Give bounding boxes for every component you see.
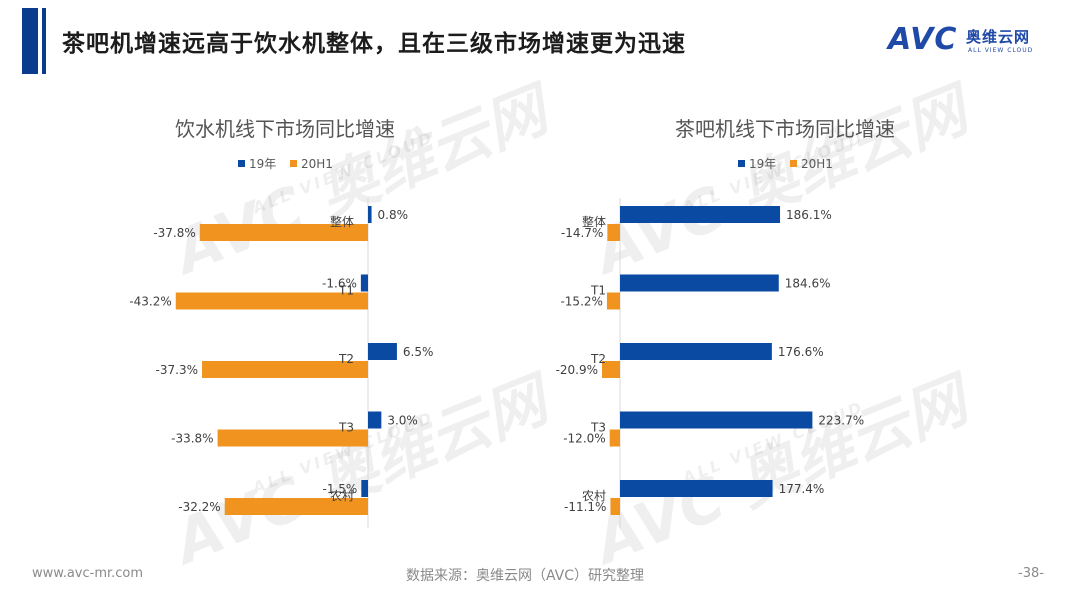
data-label: 0.8% (378, 208, 409, 222)
bar (620, 343, 772, 360)
title-accent-bar-thin (42, 8, 46, 74)
logo-mark: AVC (888, 22, 958, 57)
data-label: -37.3% (156, 363, 198, 377)
bar (606, 292, 620, 310)
bar (360, 274, 368, 292)
data-label: 184.6% (785, 277, 831, 291)
data-label: -14.7% (561, 226, 603, 240)
chart-water-dispenser: 饮水机线下市场同比增速 19年 20H1 0.8% -37.8% 整体 -1.6% -43.2… (40, 106, 560, 546)
data-label: -1.6% (322, 277, 357, 291)
category-label: 农村 (582, 489, 606, 503)
bar (361, 480, 368, 497)
logo-name-en: ALL VIEW CLOUD (968, 47, 1034, 54)
category-label: T2 (338, 352, 354, 366)
data-label: -12.0% (563, 432, 605, 446)
title-accent-bar (22, 8, 38, 74)
data-label: 186.1% (786, 208, 832, 222)
bar (368, 411, 382, 429)
chart-svg: 茶吧机线下市场同比增速 19年 20H1 186.1% -14.7%整体 184.6% -1… (556, 117, 895, 529)
data-label: -33.8% (171, 432, 213, 446)
bar (199, 224, 368, 241)
bar (175, 292, 368, 310)
bar (368, 343, 397, 360)
category-label: 整体 (582, 214, 606, 229)
bar (202, 361, 368, 378)
category-label: T2 (590, 352, 606, 366)
category-label: T1 (338, 284, 354, 298)
bar (620, 274, 779, 292)
bar (602, 361, 620, 378)
data-label: 176.6% (778, 345, 824, 359)
bar (607, 224, 620, 241)
legend-label: 20H1 (801, 157, 833, 171)
data-label: -32.2% (178, 500, 220, 514)
logo-name-cn: 奥维云网 (966, 28, 1031, 46)
chart-svg: 饮水机线下市场同比增速 19年 20H1 0.8% -37.8% 整体 -1.6% -43.2… (129, 117, 434, 529)
data-label: 3.0% (387, 414, 418, 428)
legend-label: 20H1 (301, 157, 333, 171)
data-label: -43.2% (129, 295, 171, 309)
data-label: -1.5% (322, 482, 357, 496)
chart-title: 饮水机线下市场同比增速 (175, 117, 395, 141)
legend-swatch (238, 160, 245, 167)
legend-label: 19年 (249, 157, 276, 171)
data-label: 6.5% (403, 345, 434, 359)
footer-page-number: -38- (1018, 566, 1044, 581)
page-title: 茶吧机增速远高于饮水机整体，且在三级市场增速更为迅速 (62, 31, 686, 57)
category-label: T3 (338, 421, 354, 435)
bar (620, 411, 813, 429)
chart-title: 茶吧机线下市场同比增速 (675, 117, 895, 141)
bar (609, 429, 620, 447)
bar (217, 429, 368, 447)
data-label: 177.4% (779, 482, 825, 496)
data-label: -15.2% (560, 295, 602, 309)
legend-swatch (738, 160, 745, 167)
footer-website: www.avc-mr.com (32, 566, 144, 581)
legend-swatch (790, 160, 797, 167)
footer-source: 数据来源：奥维云网（AVC）研究整理 (406, 568, 645, 584)
chart-tea-bar-machine: 茶吧机线下市场同比增速 19年 20H1 186.1% -14.7% 整体 184.6% -1… (540, 106, 1060, 546)
legend-label: 19年 (749, 157, 776, 171)
data-label: 223.7% (818, 414, 864, 428)
data-label: -37.8% (153, 226, 195, 240)
category-label: T1 (590, 284, 606, 298)
category-label: 农村 (330, 489, 354, 503)
avc-logo: AVC 奥维云网 ALL VIEW CLOUD (888, 22, 1058, 62)
bar (368, 206, 372, 223)
category-label: T3 (590, 421, 606, 435)
bar (620, 480, 773, 497)
data-label: -11.1% (564, 500, 606, 514)
bar (620, 206, 781, 223)
bar (610, 498, 620, 515)
legend-swatch (290, 160, 297, 167)
category-label: 整体 (330, 214, 354, 229)
bar (224, 498, 368, 515)
data-label: -20.9% (556, 363, 598, 377)
